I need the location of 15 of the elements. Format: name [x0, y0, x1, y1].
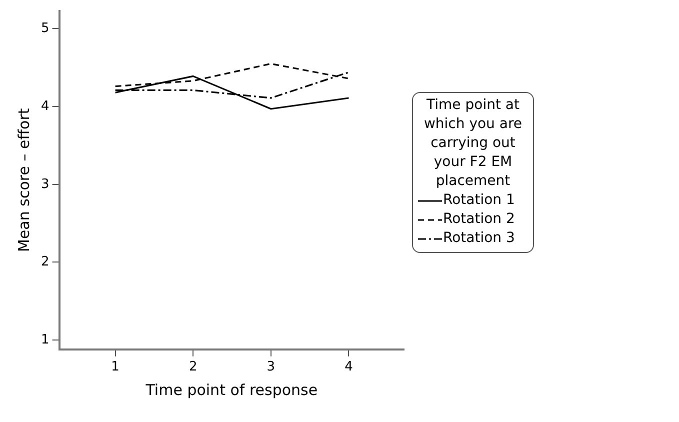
legend-label: Rotation 1: [443, 191, 515, 210]
y-tick-label: 4: [40, 98, 50, 114]
y-tick-label: 2: [40, 254, 50, 270]
x-tick-label: 4: [344, 360, 353, 375]
legend-label: Rotation 3: [443, 229, 515, 248]
y-tick-label: 3: [40, 176, 50, 192]
legend-label: Rotation 2: [443, 210, 515, 229]
x-tick-label: 1: [111, 360, 120, 375]
y-axis-title: Mean score – effort: [14, 108, 33, 252]
legend-title: Time point at which you are carrying out your F2 EM placement: [422, 96, 524, 191]
x-tick-label: 2: [188, 360, 198, 375]
y-tick-label: 1: [40, 332, 50, 348]
y-tick-label: 5: [40, 21, 50, 36]
x-axis-title: Time point of response: [144, 380, 318, 399]
x-tick-label: 3: [266, 360, 276, 375]
